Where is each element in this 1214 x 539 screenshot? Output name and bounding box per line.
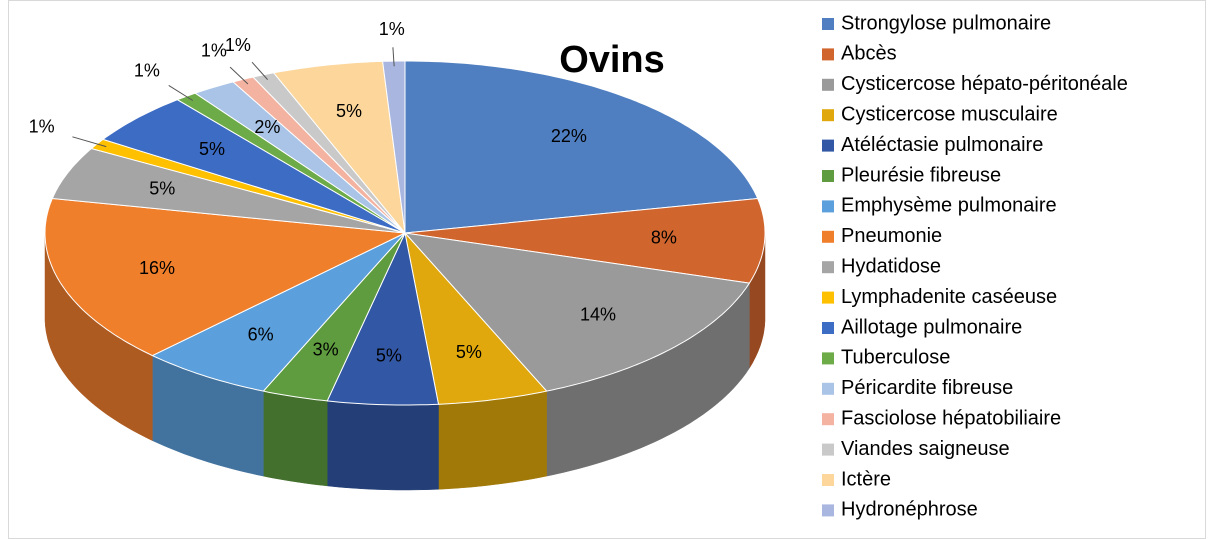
slice	[194, 81, 406, 234]
legend-swatch	[822, 413, 834, 426]
slice	[151, 232, 406, 392]
legend-swatch	[822, 139, 834, 152]
legend-label: Aillotage pulmonaire	[841, 316, 1022, 338]
legend-swatch	[822, 230, 834, 243]
legend-swatch	[822, 48, 834, 61]
slice-side	[326, 400, 439, 491]
legend-label: Tuberculose	[841, 347, 950, 369]
leader-line	[168, 85, 194, 101]
data-label: 22%	[551, 126, 587, 146]
legend-swatch	[822, 474, 834, 486]
data-label: 5%	[149, 178, 175, 198]
leader-line	[72, 136, 107, 148]
legend-swatch	[822, 504, 834, 517]
legend-label: Cysticercose musculaire	[841, 103, 1058, 125]
legend-label: Cysticercose hépato-péritonéale	[841, 73, 1128, 95]
data-label: 2%	[254, 117, 280, 137]
slice	[44, 197, 407, 357]
data-label: 5%	[336, 101, 362, 121]
slice	[404, 197, 766, 284]
data-label: 5%	[456, 342, 482, 362]
legend-label: Strongylose pulmonaire	[841, 12, 1051, 34]
leader-line	[229, 66, 249, 85]
slice	[101, 99, 406, 234]
legend-label: Hydatidose	[841, 255, 941, 277]
slice	[404, 231, 548, 405]
data-label: 5%	[199, 139, 225, 159]
legend-label: Atéléctasie pulmonaire	[841, 134, 1043, 156]
legend-swatch	[822, 291, 834, 304]
data-label: 1%	[134, 61, 160, 81]
legend-label: Pleurésie fibreuse	[841, 164, 1001, 186]
slice	[262, 232, 406, 402]
slice-side	[438, 390, 547, 490]
slice	[326, 231, 440, 406]
legend-label: Pneumonie	[841, 225, 942, 247]
data-label: 14%	[580, 304, 616, 324]
legend-swatch	[822, 261, 834, 274]
legend-label: Ictère	[841, 468, 891, 490]
legend-swatch	[822, 200, 834, 213]
data-label: 1%	[201, 40, 227, 60]
leader-line	[392, 47, 395, 67]
legend-label: Hydronéphrose	[841, 499, 978, 521]
leader-line	[251, 61, 268, 80]
legend-swatch	[822, 78, 834, 91]
data-label: 5%	[376, 345, 402, 365]
data-label: 3%	[313, 340, 339, 360]
legend-label: Lymphadenite caséeuse	[841, 286, 1057, 308]
data-label: 16%	[139, 258, 175, 278]
slice	[272, 60, 406, 235]
chart-title: Ovins	[559, 39, 665, 81]
legend-swatch	[822, 18, 834, 30]
data-label: 1%	[379, 19, 405, 39]
legend-label: Emphysème pulmonaire	[841, 195, 1057, 217]
legend-label: Péricardite fibreuse	[841, 377, 1013, 399]
legend-swatch	[822, 109, 834, 122]
slice	[404, 60, 759, 234]
legend-swatch	[822, 170, 834, 182]
data-label: 1%	[29, 117, 55, 137]
legend-swatch	[822, 352, 834, 365]
legend-label: Fasciolose hépatobiliaire	[841, 407, 1061, 429]
data-label: 8%	[651, 228, 677, 248]
slice-side	[263, 390, 328, 487]
slice	[51, 147, 406, 234]
legend-swatch	[822, 322, 834, 334]
legend-swatch	[822, 382, 834, 395]
data-label: 1%	[225, 35, 251, 55]
data-label: 6%	[248, 325, 274, 345]
legend-label: Abcès	[841, 43, 897, 65]
legend-label: Viandes saigneuse	[841, 438, 1010, 460]
legend-swatch	[822, 443, 834, 456]
slice	[403, 232, 751, 392]
